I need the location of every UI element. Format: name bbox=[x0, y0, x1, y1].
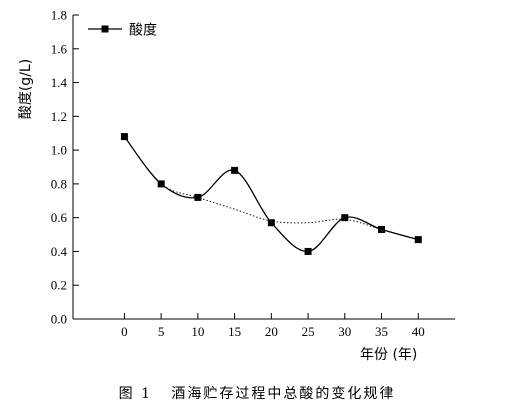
data-point bbox=[231, 166, 239, 174]
data-point bbox=[341, 214, 349, 222]
x-tick-label: 5 bbox=[158, 324, 165, 339]
legend: 酸度 bbox=[88, 23, 157, 39]
y-tick-label: 1.8 bbox=[51, 8, 67, 23]
y-tick-label: 0.8 bbox=[51, 176, 67, 191]
data-point bbox=[157, 180, 165, 188]
legend-marker-swatch bbox=[101, 25, 109, 33]
data-point bbox=[378, 225, 386, 233]
acidity-line-chart: 0.0 0.2 0.4 0.6 0.8 1.0 1.2 1.4 1.6 1.8 0 5 10 15 20 2… bbox=[18, 8, 455, 363]
x-tick-label: 20 bbox=[265, 324, 278, 339]
y-tick-label: 1.0 bbox=[51, 143, 67, 158]
x-tick-label: 35 bbox=[375, 324, 388, 339]
y-tick-label: 1.6 bbox=[51, 41, 68, 56]
series-points bbox=[120, 133, 422, 255]
y-tick-label: 0.6 bbox=[51, 210, 68, 225]
data-point bbox=[194, 193, 202, 201]
legend-label: 酸度 bbox=[129, 23, 157, 39]
x-tick-label: 40 bbox=[412, 324, 425, 339]
data-point bbox=[120, 133, 128, 141]
axes bbox=[72, 15, 455, 320]
series-line bbox=[123, 136, 419, 253]
y-tick-label: 0.2 bbox=[51, 278, 67, 293]
x-axis-title: 年份 (年) bbox=[360, 347, 417, 363]
y-axis-title: 酸度(g/L) bbox=[18, 59, 34, 119]
x-tick-label: 15 bbox=[228, 324, 241, 339]
x-tick-label: 10 bbox=[191, 324, 204, 339]
x-tick-label: 0 bbox=[121, 324, 128, 339]
x-tick-label: 30 bbox=[338, 324, 351, 339]
data-point bbox=[267, 219, 275, 227]
x-tick-label: 25 bbox=[302, 324, 315, 339]
y-tick-label: 0.0 bbox=[51, 312, 67, 327]
x-ticks: 0 5 10 15 20 25 30 35 40 bbox=[121, 313, 425, 339]
trend-line bbox=[124, 136, 419, 241]
y-tick-label: 1.4 bbox=[51, 75, 68, 90]
y-ticks: 0.0 0.2 0.4 0.6 0.8 1.0 1.2 1.4 1.6 1.8 bbox=[51, 8, 79, 327]
data-point bbox=[304, 247, 312, 255]
figure-caption: 图 1 酒海贮存过程中总酸的变化规律 bbox=[118, 386, 396, 402]
y-tick-label: 0.4 bbox=[51, 244, 68, 259]
data-point bbox=[414, 236, 422, 244]
y-tick-label: 1.2 bbox=[51, 109, 67, 124]
